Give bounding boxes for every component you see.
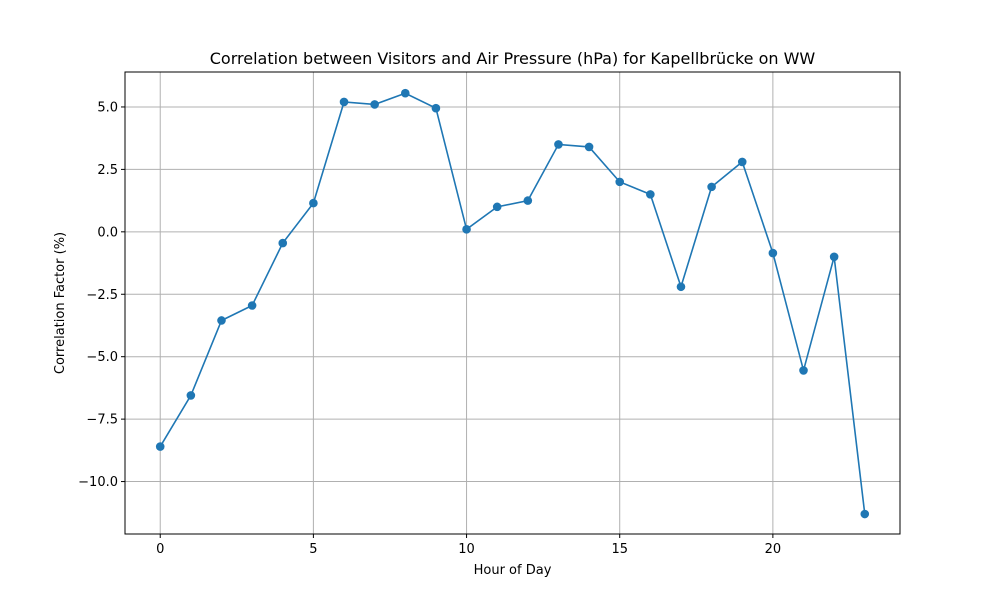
data-point	[309, 198, 318, 208]
y-tick-label: −10.0	[78, 475, 118, 490]
data-point	[829, 252, 839, 262]
data-point	[247, 301, 257, 310]
y-tick-label: −2.5	[86, 288, 118, 303]
data-point	[707, 182, 716, 192]
data-point	[155, 442, 165, 451]
y-tick-label: 0.0	[97, 225, 118, 240]
x-tick-label: 15	[611, 542, 628, 557]
data-point	[462, 225, 471, 234]
series-line	[159, 92, 866, 515]
y-tick-label: −5.0	[86, 350, 118, 365]
chart-title: Correlation between Visitors and Air Pre…	[210, 49, 816, 68]
data-point	[676, 282, 686, 292]
x-tick-label: 5	[309, 542, 317, 557]
data-point	[860, 509, 870, 519]
data-point	[768, 248, 778, 258]
data-point	[400, 88, 410, 98]
plot-frame	[124, 71, 901, 535]
tick-layer: 0 5 10 15 20 −10.0 −7.5 −5.0 −2.5 0.0 2.5 5.0	[78, 100, 781, 557]
data-point	[615, 177, 625, 187]
x-tick-label: 20	[765, 542, 782, 557]
y-tick-label: −7.5	[86, 413, 118, 428]
data-point	[554, 140, 563, 149]
data-point	[492, 202, 502, 212]
data-point	[339, 97, 349, 107]
series-layer	[155, 88, 870, 519]
data-point	[217, 316, 226, 325]
data-point	[186, 391, 196, 400]
x-axis-label: Hour of Day	[474, 563, 552, 578]
x-tick-label: 10	[458, 542, 475, 557]
data-point	[431, 103, 441, 113]
x-tick-label: 0	[156, 542, 164, 557]
data-point	[370, 100, 379, 109]
grid-layer	[125, 72, 900, 534]
y-axis-label: Correlation Factor (%)	[53, 232, 68, 374]
data-point	[278, 238, 288, 248]
data-point	[737, 157, 747, 167]
y-tick-label: 5.0	[97, 100, 118, 115]
data-point	[523, 196, 533, 205]
data-point	[584, 142, 594, 152]
data-point	[646, 190, 655, 199]
data-point	[799, 366, 808, 375]
y-tick-label: 2.5	[97, 163, 118, 178]
